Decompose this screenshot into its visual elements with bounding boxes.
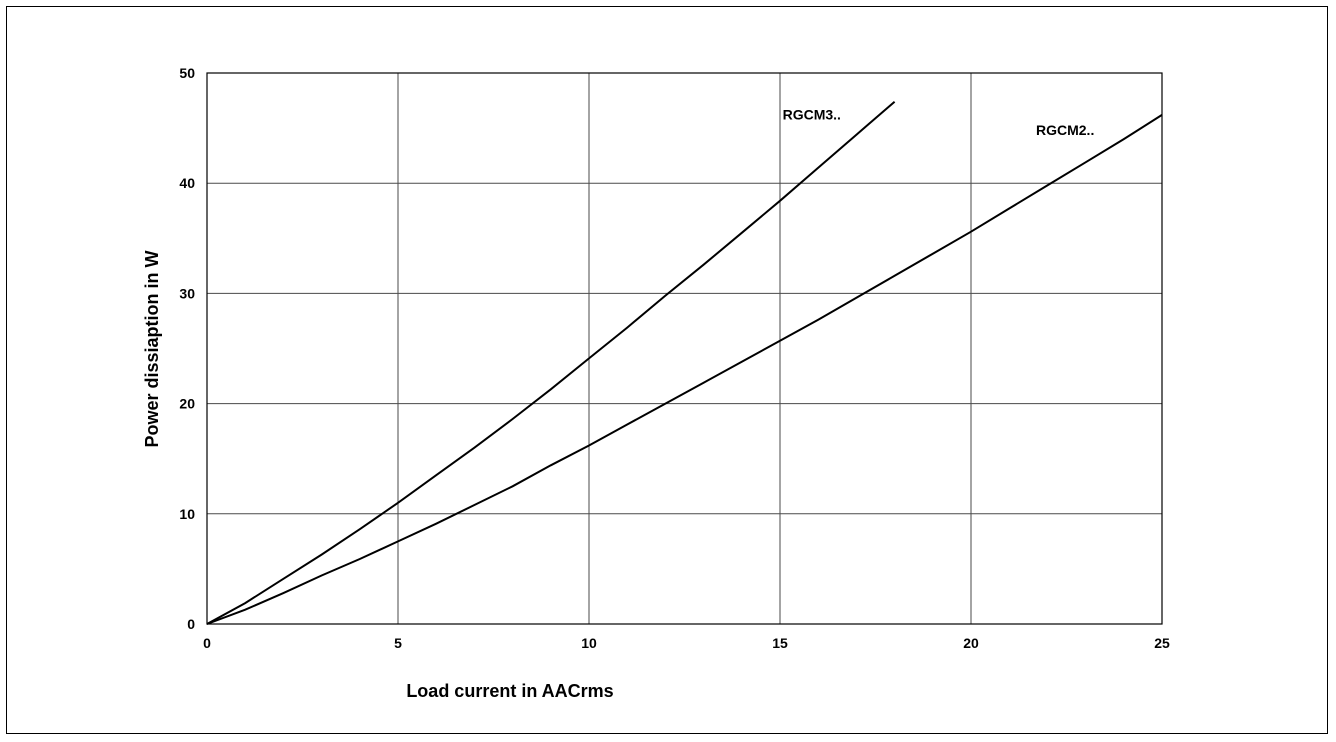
y-tick-label: 40 bbox=[179, 175, 195, 191]
series-layer bbox=[206, 100, 1163, 625]
y-tick-label: 20 bbox=[179, 396, 195, 412]
y-tick-label: 50 bbox=[179, 65, 195, 81]
chart-frame bbox=[6, 6, 1328, 734]
x-tick-label: 5 bbox=[394, 635, 402, 651]
y-tick-label: 0 bbox=[187, 616, 195, 632]
series-label: RGCM3.. bbox=[783, 107, 841, 123]
x-tick-label: 25 bbox=[1154, 635, 1170, 651]
x-axis-label: Load current in AACrms bbox=[406, 681, 613, 701]
y-tick-label: 10 bbox=[179, 506, 195, 522]
plot-border bbox=[206, 72, 1163, 625]
y-tick-label: 30 bbox=[179, 285, 195, 301]
series-labels: RGCM3.. RGCM2.. bbox=[783, 107, 1095, 138]
x-tick-label: 15 bbox=[772, 635, 788, 651]
x-tick-label: 0 bbox=[203, 635, 211, 651]
series-line-rgcm3 bbox=[206, 100, 896, 625]
x-tick-label: 20 bbox=[963, 635, 979, 651]
tick-labels: 0 5 10 15 20 25 0 10 20 30 40 50 bbox=[179, 65, 1170, 651]
series-line-rgcm2 bbox=[206, 114, 1163, 625]
y-axis-label: Power dissiaption in W bbox=[142, 250, 162, 447]
x-tick-label: 10 bbox=[581, 635, 597, 651]
series-label: RGCM2.. bbox=[1036, 122, 1094, 138]
grid-lines bbox=[206, 72, 1163, 625]
